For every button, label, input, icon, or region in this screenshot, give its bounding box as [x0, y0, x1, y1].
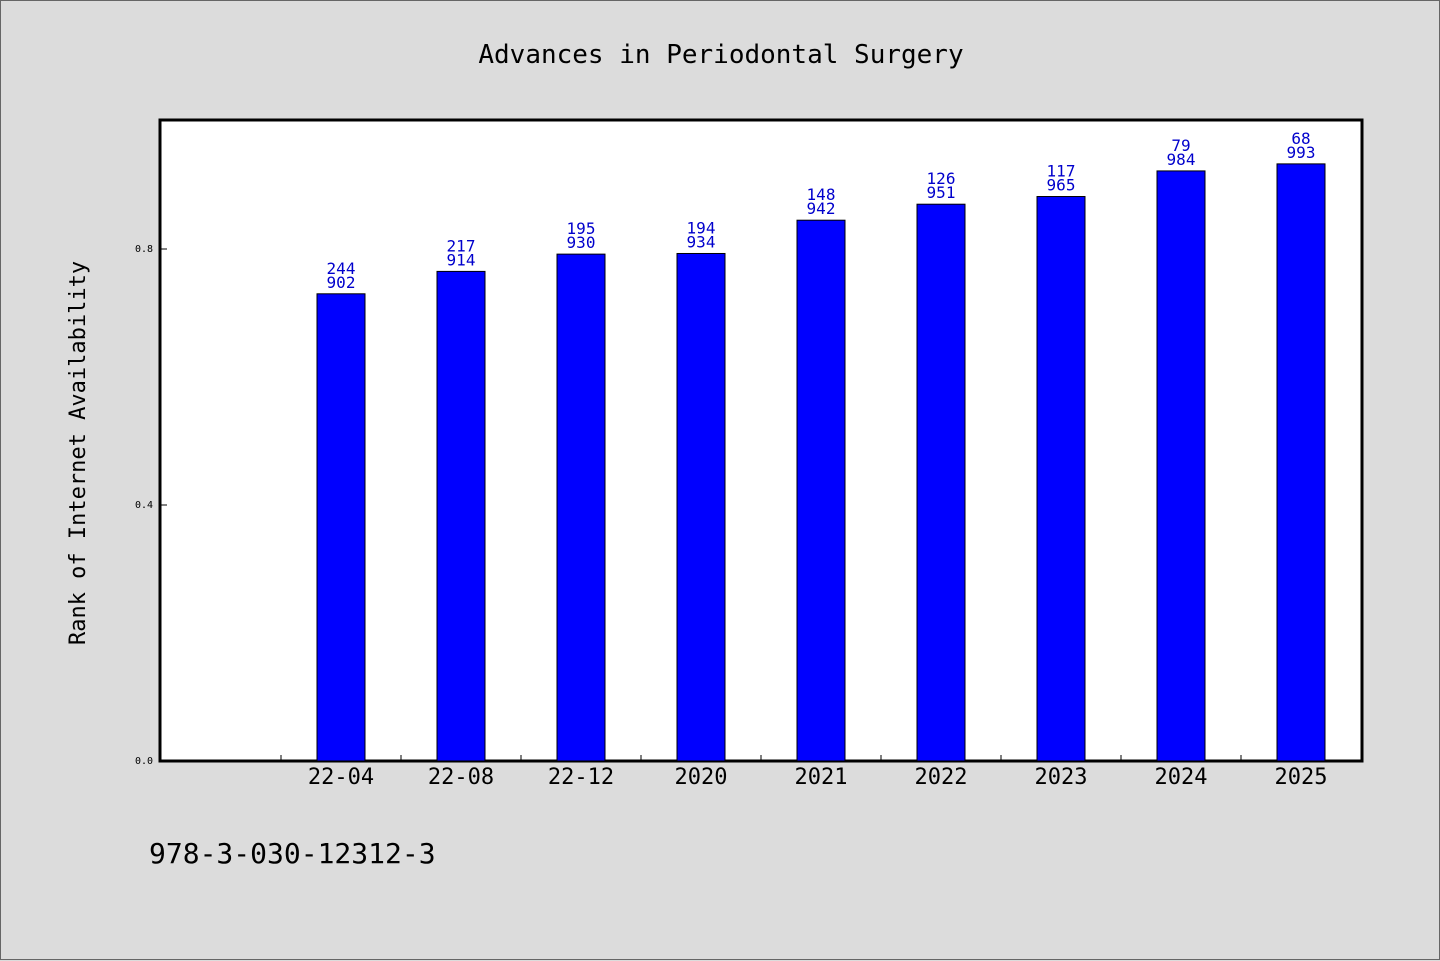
bar-2020	[676, 252, 726, 762]
data-label-bottom-22-04: 902	[327, 273, 356, 292]
x-tick-label-22-12: 22-12	[548, 765, 614, 790]
data-labels-layer: 2449022179141959301949341489421269511179…	[327, 129, 1316, 292]
x-tick-label-2020: 2020	[675, 765, 728, 790]
bar-2022	[916, 203, 966, 762]
y-tick-label-0.8: 0.8	[135, 244, 153, 255]
data-label-bottom-22-12: 930	[567, 233, 596, 252]
data-label-bottom-2024: 984	[1167, 150, 1196, 169]
x-tick-label-2024: 2024	[1155, 765, 1208, 790]
data-label-top-2020: 194	[687, 218, 716, 237]
data-label-top-2021: 148	[807, 185, 836, 204]
y-tick-label-0.4: 0.4	[135, 500, 153, 511]
data-label-bottom-22-08: 914	[447, 250, 476, 269]
bar-22-04	[316, 293, 366, 762]
bar-2023	[1036, 196, 1086, 762]
data-label-bottom-2023: 965	[1047, 176, 1076, 195]
chart-title: Advances in Periodontal Surgery	[478, 40, 963, 70]
data-label-bottom-2025: 993	[1287, 143, 1316, 162]
data-label-bottom-2022: 951	[927, 183, 956, 202]
x-tick-label-2025: 2025	[1275, 765, 1328, 790]
data-label-top-2024: 79	[1171, 136, 1190, 155]
bar-2024	[1156, 170, 1206, 762]
x-tick-label-2021: 2021	[795, 765, 848, 790]
bar-22-08	[436, 270, 486, 762]
data-label-top-22-08: 217	[447, 236, 476, 255]
x-tick-label-22-04: 22-04	[308, 765, 374, 790]
y-axis: 0.0 0.4 0.8	[135, 244, 167, 767]
y-axis-label: Rank of Internet Availability	[66, 261, 91, 645]
data-label-top-2023: 117	[1047, 162, 1076, 181]
data-label-top-2022: 126	[927, 169, 956, 188]
x-tick-label-22-08: 22-08	[428, 765, 494, 790]
bar-2021	[796, 219, 846, 762]
bar-2025	[1276, 163, 1326, 762]
data-label-top-22-04: 244	[327, 259, 356, 278]
bar-22-12	[556, 253, 606, 762]
y-tick-label-0.0: 0.0	[135, 756, 153, 767]
x-tick-label-2022: 2022	[915, 765, 968, 790]
data-label-bottom-2020: 934	[687, 232, 716, 251]
bars-layer	[316, 163, 1326, 762]
x-axis: 22-04 22-08 22-12 2020 2021 2022 2023 2024 2025	[280, 755, 1328, 790]
x-tick-label-2023: 2023	[1035, 765, 1088, 790]
data-label-top-2025: 68	[1291, 129, 1310, 148]
isbn-footer: 978-3-030-12312-3	[149, 837, 436, 870]
data-label-bottom-2021: 942	[807, 199, 836, 218]
data-label-top-22-12: 195	[567, 219, 596, 238]
